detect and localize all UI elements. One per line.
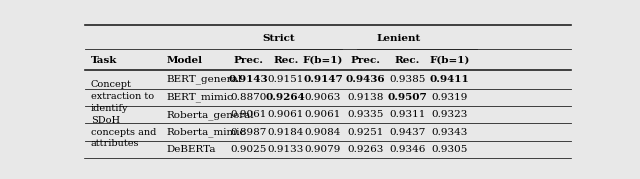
Text: 0.9061: 0.9061: [268, 110, 304, 119]
Text: 0.9335: 0.9335: [347, 110, 383, 119]
Text: Concept
extraction to
identify
SDoH
concepts and
attributes: Concept extraction to identify SDoH conc…: [91, 80, 156, 148]
Text: Model: Model: [167, 55, 203, 65]
Text: 0.9343: 0.9343: [431, 127, 468, 137]
Text: 0.9411: 0.9411: [429, 75, 469, 84]
Text: Task: Task: [91, 55, 117, 65]
Text: 0.9263: 0.9263: [347, 145, 383, 154]
Text: Strict: Strict: [262, 34, 294, 43]
Text: Prec.: Prec.: [350, 55, 380, 65]
Text: Lenient: Lenient: [377, 34, 421, 43]
Text: 0.9507: 0.9507: [387, 93, 428, 102]
Text: 0.9385: 0.9385: [389, 75, 426, 84]
Text: 0.9436: 0.9436: [346, 75, 385, 84]
Text: 0.9437: 0.9437: [389, 127, 426, 137]
Text: 0.9061: 0.9061: [305, 110, 341, 119]
Text: 0.9079: 0.9079: [305, 145, 341, 154]
Text: Roberta_mimic: Roberta_mimic: [167, 127, 246, 137]
Text: BERT_mimic: BERT_mimic: [167, 93, 234, 102]
Text: 0.9346: 0.9346: [389, 145, 426, 154]
Text: 0.9025: 0.9025: [230, 145, 267, 154]
Text: 0.9133: 0.9133: [268, 145, 304, 154]
Text: 0.9251: 0.9251: [347, 127, 383, 137]
Text: 0.9184: 0.9184: [268, 127, 304, 137]
Text: F(b=1): F(b=1): [429, 55, 470, 65]
Text: 0.9323: 0.9323: [431, 110, 468, 119]
Text: Prec.: Prec.: [234, 55, 264, 65]
Text: Roberta_general: Roberta_general: [167, 110, 255, 120]
Text: 0.9063: 0.9063: [305, 93, 341, 102]
Text: 0.9319: 0.9319: [431, 93, 468, 102]
Text: 0.8987: 0.8987: [230, 127, 267, 137]
Text: 0.8870: 0.8870: [230, 93, 267, 102]
Text: DeBERTa: DeBERTa: [167, 145, 216, 154]
Text: 0.9061: 0.9061: [230, 110, 267, 119]
Text: 0.9264: 0.9264: [266, 93, 306, 102]
Text: 0.9147: 0.9147: [303, 75, 343, 84]
Text: BERT_general: BERT_general: [167, 75, 242, 84]
Text: 0.9138: 0.9138: [347, 93, 383, 102]
Text: F(b=1): F(b=1): [303, 55, 343, 65]
Text: 0.9305: 0.9305: [431, 145, 468, 154]
Text: Rec.: Rec.: [395, 55, 420, 65]
Text: Rec.: Rec.: [273, 55, 298, 65]
Text: 0.9084: 0.9084: [305, 127, 341, 137]
Text: 0.9311: 0.9311: [389, 110, 426, 119]
Text: 0.9151: 0.9151: [268, 75, 304, 84]
Text: 0.9143: 0.9143: [229, 75, 268, 84]
